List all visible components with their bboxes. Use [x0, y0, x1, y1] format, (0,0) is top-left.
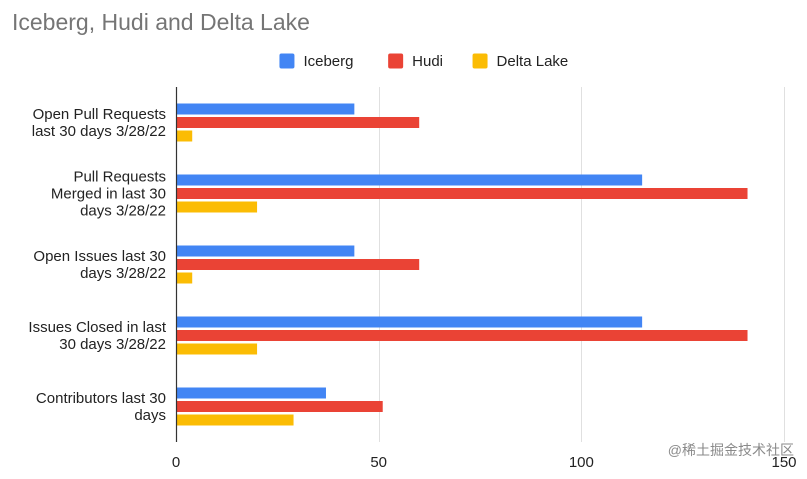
- bar-delta-lake-3: [176, 343, 258, 355]
- legend-label-hudi: Hudi: [412, 53, 443, 70]
- bar-hudi-3: [176, 330, 748, 341]
- x-tick-label: 0: [172, 454, 180, 471]
- legend-label-delta-lake: Delta Lake: [497, 53, 569, 70]
- category-label-line: days: [134, 407, 166, 424]
- category-label-line: Merged in last 30: [51, 186, 166, 203]
- bar-iceberg-3: [176, 316, 643, 328]
- bar-hudi-0: [176, 117, 420, 128]
- category-label-line: 30 days 3/28/22: [59, 336, 166, 353]
- bar-delta-lake-0: [176, 130, 193, 142]
- category-label: Issues Closed in last 30 days 3/28/22: [28, 319, 166, 353]
- legend-swatch-delta-lake: [472, 53, 488, 69]
- category-label: Open Issues last 30 days 3/28/22: [33, 248, 166, 282]
- category-labels: Open Pull Requests last 30 days 3/28/22 Pu…: [28, 106, 166, 424]
- bar-delta-lake-2: [176, 272, 193, 284]
- bar-hudi-1: [176, 188, 748, 199]
- category-label-line: last 30 days 3/28/22: [32, 123, 166, 140]
- category-label-line: Pull Requests: [73, 169, 166, 186]
- watermark-text: @稀土掘金技术社区: [668, 442, 794, 458]
- legend: Iceberg Hudi Delta Lake: [279, 53, 568, 70]
- x-tick-label: 100: [569, 454, 594, 471]
- bar-delta-lake-4: [176, 414, 294, 426]
- bar-iceberg-2: [176, 245, 355, 257]
- bar-iceberg-0: [176, 103, 355, 115]
- category-label-line: days 3/28/22: [80, 265, 166, 282]
- category-label-line: Issues Closed in last: [28, 319, 166, 336]
- category-label: Pull Requests Merged in last 30 days 3/28/…: [51, 169, 166, 220]
- legend-swatch-hudi: [388, 53, 404, 69]
- bar-iceberg-4: [176, 387, 326, 399]
- bar-iceberg-1: [176, 174, 643, 186]
- category-label-line: Open Issues last 30: [33, 248, 166, 265]
- bar-hudi-4: [176, 401, 383, 412]
- chart-title: Iceberg, Hudi and Delta Lake: [12, 9, 310, 35]
- category-label: Open Pull Requests last 30 days 3/28/22: [32, 106, 166, 140]
- x-tick-labels: 0 50 100 150: [172, 454, 797, 471]
- bar-hudi-2: [176, 259, 420, 270]
- category-label-line: Contributors last 30: [36, 390, 166, 407]
- legend-label-iceberg: Iceberg: [303, 53, 353, 70]
- gridlines: [379, 87, 785, 442]
- x-tick-label: 150: [771, 454, 796, 471]
- category-label: Contributors last 30 days: [36, 390, 166, 424]
- legend-swatch-iceberg: [279, 53, 295, 69]
- bars: [176, 103, 748, 426]
- category-label-line: days 3/28/22: [80, 203, 166, 220]
- bar-delta-lake-1: [176, 201, 258, 213]
- category-label-line: Open Pull Requests: [33, 106, 166, 123]
- x-tick-label: 50: [370, 454, 387, 471]
